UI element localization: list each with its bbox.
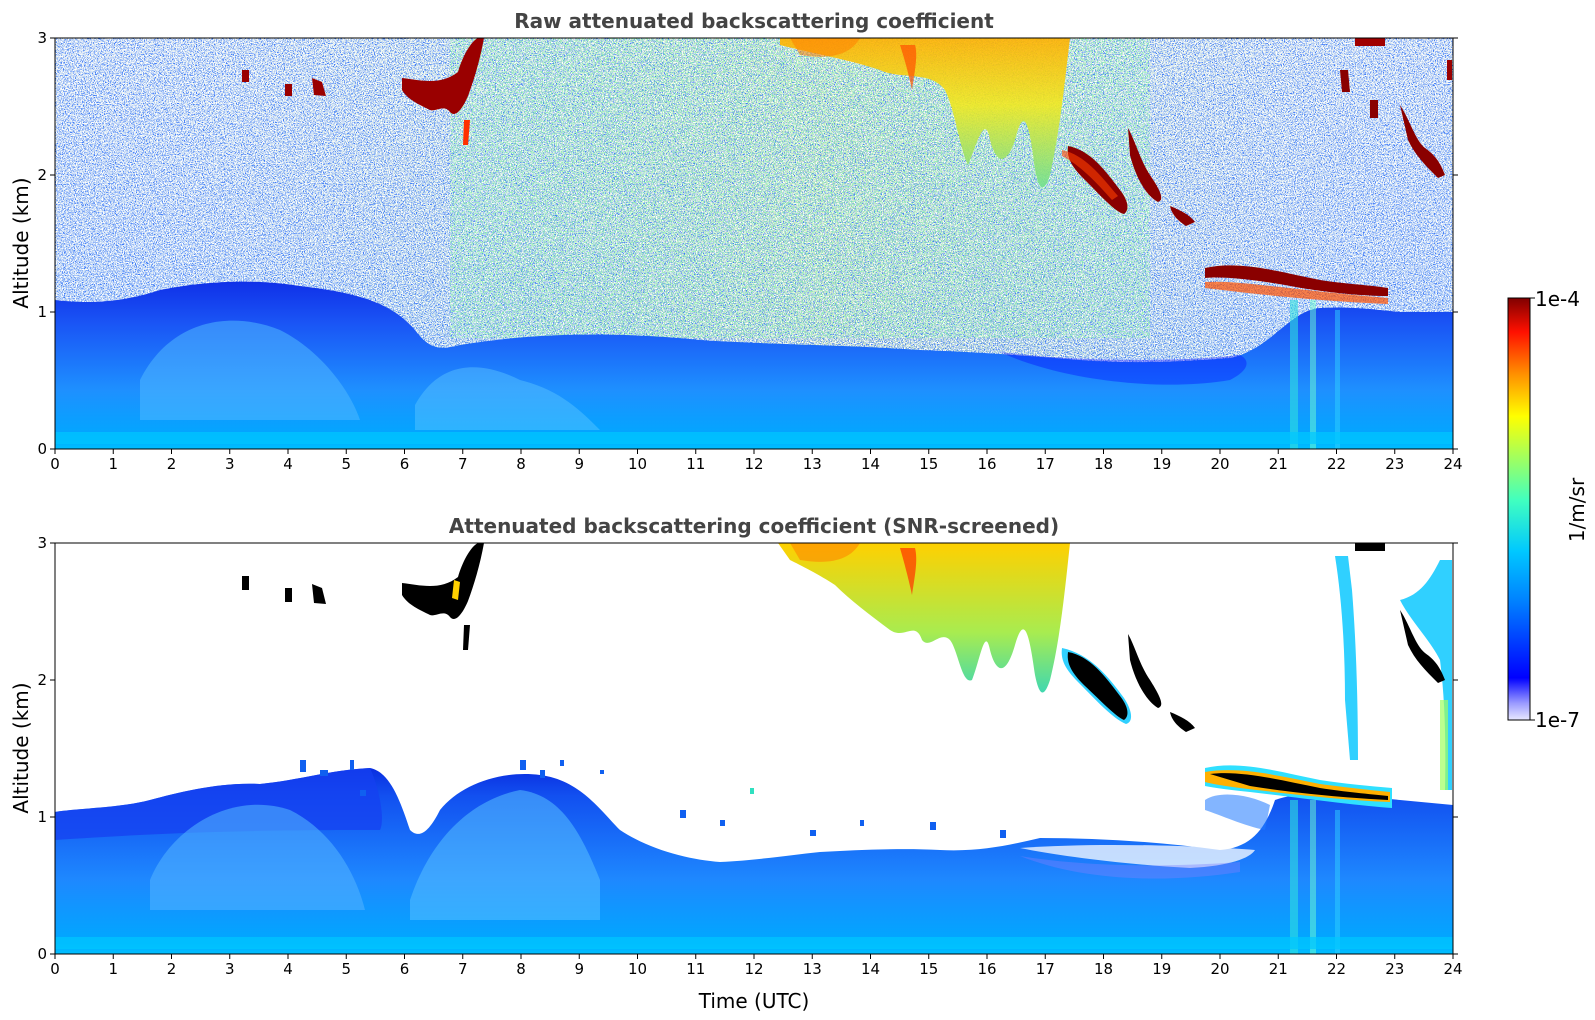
x-tick-label: 4 xyxy=(283,455,293,473)
precipitation-raw xyxy=(780,38,1385,188)
clouds-raw xyxy=(242,38,1452,304)
colorbar: 1e-4 1e-7 1/m/sr xyxy=(1507,287,1589,732)
x-tick-label: 11 xyxy=(686,455,705,473)
x-tick-label: 8 xyxy=(516,960,526,978)
y-axis-ticks-screened: 0 1 2 3 xyxy=(37,534,1458,963)
title-screened: Attenuated backscattering coefficient (S… xyxy=(449,514,1059,538)
x-tick-label: 24 xyxy=(1443,455,1462,473)
x-tick-label: 3 xyxy=(225,960,235,978)
x-tick-label: 6 xyxy=(400,960,410,978)
x-tick-label: 16 xyxy=(977,455,996,473)
clouds-screened xyxy=(242,543,1452,808)
x-tick-label: 20 xyxy=(1210,455,1229,473)
x-tick-label: 21 xyxy=(1269,960,1288,978)
x-tick-label: 18 xyxy=(1094,960,1113,978)
x-tick-label: 7 xyxy=(458,455,468,473)
x-tick-label: 3 xyxy=(225,455,235,473)
y-tick-label: 1 xyxy=(37,303,47,321)
x-tick-label: 23 xyxy=(1385,455,1404,473)
x-tick-label: 16 xyxy=(977,960,996,978)
x-tick-label: 22 xyxy=(1327,960,1346,978)
x-tick-label: 15 xyxy=(919,455,938,473)
x-tick-label: 8 xyxy=(516,455,526,473)
x-tick-label: 22 xyxy=(1327,455,1346,473)
heatmap-raw xyxy=(55,38,1453,449)
x-tick-label: 0 xyxy=(50,960,60,978)
x-tick-label: 9 xyxy=(574,455,584,473)
x-tick-label: 2 xyxy=(167,960,177,978)
panel-raw: Raw attenuated backscattering coefficien… xyxy=(9,9,1463,473)
x-tick-label: 21 xyxy=(1269,455,1288,473)
x-axis-ticks-screened: 0 1 2 3 4 5 6 7 8 9 10 11 12 13 14 15 16 17 18 19 20 21 22 23 24 xyxy=(50,954,1463,978)
x-tick-label: 1 xyxy=(108,960,118,978)
precipitation-screened xyxy=(778,543,1385,693)
x-tick-label: 12 xyxy=(744,455,763,473)
x-tick-label: 6 xyxy=(400,455,410,473)
x-tick-label: 15 xyxy=(919,960,938,978)
x-tick-label: 10 xyxy=(628,960,647,978)
y-tick-label: 3 xyxy=(37,534,47,552)
ylabel-raw: Altitude (km) xyxy=(9,177,33,308)
x-tick-label: 18 xyxy=(1094,455,1113,473)
x-tick-label: 9 xyxy=(574,960,584,978)
ylabel-screened: Altitude (km) xyxy=(9,682,33,813)
y-axis-ticks-raw: 0 1 2 3 xyxy=(37,29,1458,458)
panel-screened: Attenuated backscattering coefficient (S… xyxy=(9,514,1463,1013)
colorbar-min-label: 1e-7 xyxy=(1535,708,1580,732)
x-tick-label: 19 xyxy=(1152,960,1171,978)
x-tick-label: 14 xyxy=(861,960,880,978)
x-tick-label: 23 xyxy=(1385,960,1404,978)
xlabel-screened: Time (UTC) xyxy=(698,989,810,1013)
x-tick-label: 24 xyxy=(1443,960,1462,978)
x-axis-ticks-raw: 0 1 2 3 4 5 6 7 8 9 10 11 12 13 14 15 16 17 18 19 20 21 22 23 24 xyxy=(50,449,1463,473)
heatmap-screened xyxy=(55,543,1453,954)
y-tick-label: 2 xyxy=(37,166,47,184)
x-tick-label: 4 xyxy=(283,960,293,978)
y-tick-label: 0 xyxy=(37,945,47,963)
y-tick-label: 0 xyxy=(37,440,47,458)
colorbar-unit-label: 1/m/sr xyxy=(1565,477,1589,542)
y-tick-label: 3 xyxy=(37,29,47,47)
x-tick-label: 10 xyxy=(628,455,647,473)
x-tick-label: 7 xyxy=(458,960,468,978)
x-tick-label: 12 xyxy=(744,960,763,978)
x-tick-label: 13 xyxy=(803,455,822,473)
x-tick-label: 14 xyxy=(861,455,880,473)
colorbar-gradient xyxy=(1507,297,1531,721)
x-tick-label: 17 xyxy=(1036,960,1055,978)
x-tick-label: 2 xyxy=(167,455,177,473)
x-tick-label: 20 xyxy=(1210,960,1229,978)
boundary-layer-screened xyxy=(55,768,1453,954)
x-tick-label: 1 xyxy=(108,455,118,473)
x-tick-label: 13 xyxy=(803,960,822,978)
x-tick-label: 0 xyxy=(50,455,60,473)
x-tick-label: 11 xyxy=(686,960,705,978)
boundary-layer-raw xyxy=(55,281,1453,449)
x-tick-label: 5 xyxy=(341,455,351,473)
x-tick-label: 17 xyxy=(1036,455,1055,473)
colorbar-max-label: 1e-4 xyxy=(1535,287,1580,311)
y-tick-label: 1 xyxy=(37,808,47,826)
x-tick-label: 5 xyxy=(341,960,351,978)
title-raw: Raw attenuated backscattering coefficien… xyxy=(514,9,994,33)
y-tick-label: 2 xyxy=(37,671,47,689)
x-tick-label: 19 xyxy=(1152,455,1171,473)
